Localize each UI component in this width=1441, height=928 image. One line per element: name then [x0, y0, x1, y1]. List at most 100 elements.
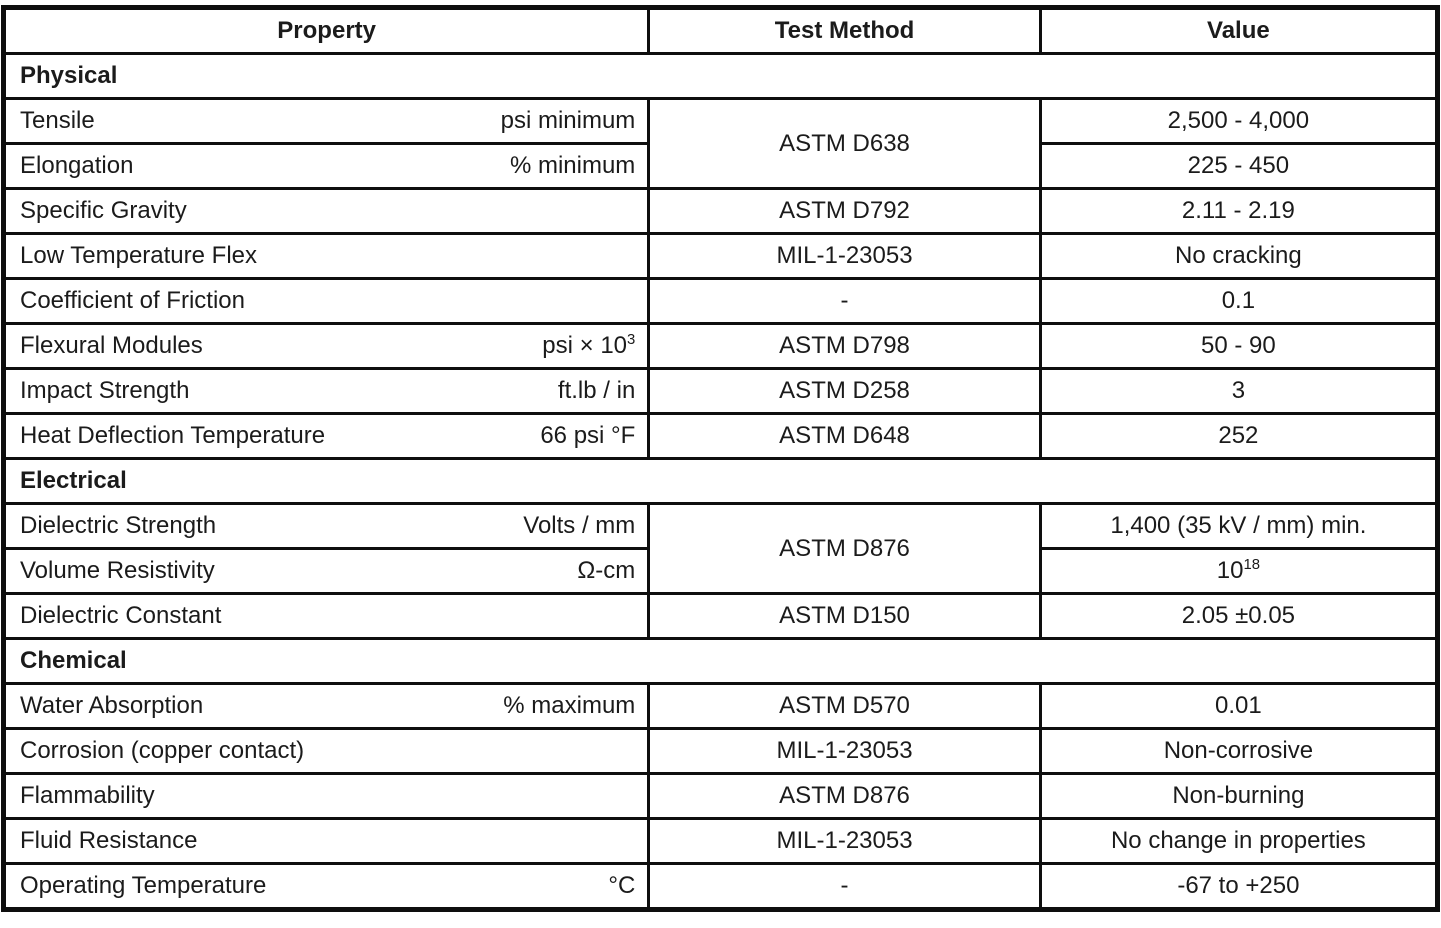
value-cell: 1018	[1038, 547, 1440, 595]
property-cell-tensile: Tensile psi minimum	[1, 97, 651, 145]
property-label: Water Absorption	[20, 692, 204, 719]
test-method-cell: ASTM D648	[647, 412, 1042, 460]
property-label: Coefficient of Friction	[20, 287, 245, 314]
property-cell-water-absorption: Water Absorption % maximum	[1, 682, 651, 730]
unit-superscript: 3	[627, 332, 636, 348]
value-cell: No change in properties	[1038, 817, 1440, 865]
property-cell-dielectric-strength: Dielectric Strength Volts / mm	[1, 502, 651, 550]
table-row-dielectric-constant: Dielectric Constant ASTM D150 2.05 ±0.05	[1, 592, 1440, 640]
property-label: Corrosion (copper contact)	[20, 737, 305, 764]
property-label: Dielectric Constant	[20, 602, 222, 629]
material-properties-table: Property Test Method Value Physical Tens…	[1, 5, 1440, 912]
property-label: Specific Gravity	[20, 197, 187, 224]
value-superscript: 18	[1243, 557, 1260, 573]
property-label: Volume Resistivity	[20, 557, 215, 584]
property-unit: psi minimum	[500, 107, 636, 134]
property-label: Elongation	[20, 152, 134, 179]
table-row-low-temperature-flex: Low Temperature Flex MIL-1-23053 No crac…	[1, 232, 1440, 280]
table-row-fluid-resistance: Fluid Resistance MIL-1-23053 No change i…	[1, 817, 1440, 865]
property-cell-elongation: Elongation % minimum	[1, 142, 651, 190]
value-cell: 0.1	[1038, 277, 1440, 325]
value-cell: No cracking	[1038, 232, 1440, 280]
table-row-impact-strength: Impact Strength ft.lb / in ASTM D258 3	[1, 367, 1440, 415]
value-cell: 0.01	[1038, 682, 1440, 730]
property-cell-corrosion: Corrosion (copper contact)	[1, 727, 651, 775]
test-method-cell: ASTM D150	[647, 592, 1042, 640]
property-cell-fluid-resistance: Fluid Resistance	[1, 817, 651, 865]
property-cell-flammability: Flammability	[1, 772, 651, 820]
property-unit: % maximum	[503, 692, 636, 719]
test-method-cell: ASTM D638	[647, 97, 1042, 190]
value-cell: 2.11 - 2.19	[1038, 187, 1440, 235]
test-method-cell: -	[647, 277, 1042, 325]
table-row-tensile: Tensile psi minimum ASTM D638 2,500 - 4,…	[1, 97, 1440, 190]
test-method-cell: MIL-1-23053	[647, 817, 1042, 865]
value-cell: 2.05 ±0.05	[1038, 592, 1440, 640]
value-cell: 252	[1038, 412, 1440, 460]
value-cell: Non-corrosive	[1038, 727, 1440, 775]
property-label: Operating Temperature	[20, 872, 267, 899]
test-method-cell: ASTM D798	[647, 322, 1042, 370]
value-cell: 3	[1038, 367, 1440, 415]
property-unit: 66 psi °F	[540, 422, 636, 449]
header-row: Property Test Method Value	[1, 6, 1440, 55]
col-header-property: Property	[1, 6, 651, 55]
section-title-chemical: Chemical	[2, 637, 1439, 685]
test-method-cell: MIL-1-23053	[647, 232, 1042, 280]
property-cell-operating-temperature: Operating Temperature °C	[1, 862, 651, 911]
property-label: Tensile	[20, 107, 95, 134]
value-cell: Non-burning	[1038, 772, 1440, 820]
section-title-physical: Physical	[2, 52, 1439, 100]
property-cell-low-temperature-flex: Low Temperature Flex	[1, 232, 651, 280]
test-method-cell: ASTM D876	[647, 502, 1042, 595]
property-cell-dielectric-constant: Dielectric Constant	[1, 592, 651, 640]
property-cell-coefficient-of-friction: Coefficient of Friction	[1, 277, 651, 325]
section-title-electrical: Electrical	[2, 457, 1439, 505]
table-row-corrosion: Corrosion (copper contact) MIL-1-23053 N…	[1, 727, 1440, 775]
property-cell-heat-deflection-temperature: Heat Deflection Temperature 66 psi °F	[1, 412, 651, 460]
section-row-electrical: Electrical	[2, 457, 1439, 505]
property-unit: Ω-cm	[577, 557, 636, 584]
test-method-cell: ASTM D792	[647, 187, 1042, 235]
property-label: Fluid Resistance	[20, 827, 198, 854]
property-unit: psi × 103	[542, 332, 636, 359]
section-row-physical: Physical	[2, 52, 1439, 100]
property-label: Low Temperature Flex	[20, 242, 257, 269]
property-cell-impact-strength: Impact Strength ft.lb / in	[1, 367, 651, 415]
value-cell: 50 - 90	[1038, 322, 1440, 370]
property-label: Dielectric Strength	[20, 512, 217, 539]
table-row-dielectric-strength: Dielectric Strength Volts / mm ASTM D876…	[1, 502, 1440, 595]
table-row-water-absorption: Water Absorption % maximum ASTM D570 0.0…	[1, 682, 1440, 730]
property-label: Impact Strength	[20, 377, 190, 404]
section-row-chemical: Chemical	[2, 637, 1439, 685]
test-method-cell: ASTM D876	[647, 772, 1042, 820]
test-method-cell: MIL-1-23053	[647, 727, 1042, 775]
table-row-heat-deflection-temperature: Heat Deflection Temperature 66 psi °F AS…	[1, 412, 1440, 460]
property-label: Flexural Modules	[20, 332, 203, 359]
property-unit: °C	[608, 872, 636, 899]
property-label: Heat Deflection Temperature	[20, 422, 326, 449]
property-unit: % minimum	[509, 152, 636, 179]
table-row-elongation: Elongation % minimum 225 - 450	[1, 142, 1440, 190]
table-row-flexural-modules: Flexural Modules psi × 103 ASTM D798 50 …	[1, 322, 1440, 370]
table-row-volume-resistivity: Volume Resistivity Ω-cm 1018	[1, 547, 1440, 595]
test-method-cell: ASTM D258	[647, 367, 1042, 415]
table-row-specific-gravity: Specific Gravity ASTM D792 2.11 - 2.19	[1, 187, 1440, 235]
col-header-value: Value	[1038, 6, 1440, 55]
property-unit: ft.lb / in	[557, 377, 636, 404]
property-cell-specific-gravity: Specific Gravity	[1, 187, 651, 235]
table-row-flammability: Flammability ASTM D876 Non-burning	[1, 772, 1440, 820]
test-method-cell: -	[647, 862, 1042, 911]
test-method-cell: ASTM D570	[647, 682, 1042, 730]
table-row-coefficient-of-friction: Coefficient of Friction - 0.1	[1, 277, 1440, 325]
property-cell-volume-resistivity: Volume Resistivity Ω-cm	[1, 547, 651, 595]
value-cell: 1,400 (35 kV / mm) min.	[1038, 502, 1440, 550]
property-cell-flexural-modules: Flexural Modules psi × 103	[1, 322, 651, 370]
value-cell: 225 - 450	[1038, 142, 1440, 190]
value-cell: -67 to +250	[1038, 862, 1440, 911]
property-unit: Volts / mm	[523, 512, 636, 539]
col-header-test-method: Test Method	[647, 6, 1042, 55]
table-row-operating-temperature: Operating Temperature °C - -67 to +250	[1, 862, 1440, 911]
value-cell: 2,500 - 4,000	[1038, 97, 1440, 145]
